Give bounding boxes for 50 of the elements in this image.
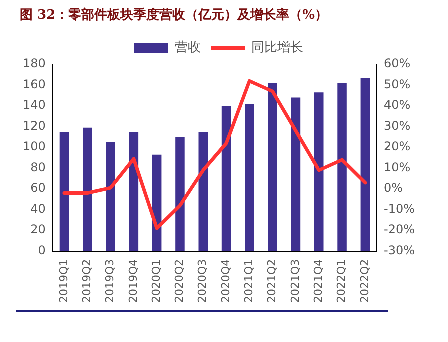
bar [245, 104, 254, 252]
y2-tick-label: 0% [384, 181, 404, 196]
y-tick-label: 180 [23, 56, 46, 71]
bar [268, 83, 278, 252]
y2-tick-label: 30% [384, 118, 411, 133]
bar [291, 98, 301, 252]
x-tick-label: 2021Q1 [242, 259, 256, 304]
x-tick-label: 2020Q4 [219, 259, 232, 304]
y-tick-label: 120 [23, 118, 46, 133]
y2-tick-label: -10% [384, 202, 416, 216]
x-tick-label: 2021Q3 [288, 259, 302, 304]
y2-tick-label: 50% [384, 77, 411, 92]
y-tick-label: 40 [30, 202, 46, 216]
bar [129, 132, 139, 252]
y2-tick-label: -20% [384, 222, 416, 237]
bar [338, 83, 347, 252]
y2-tick-label: -30% [384, 243, 416, 258]
y2-tick-label: 40% [384, 98, 411, 112]
y-tick-label: 100 [23, 140, 46, 154]
y2-tick-label: 10% [384, 160, 411, 174]
bar [360, 78, 370, 252]
y2-tick-label: 20% [384, 140, 411, 154]
y2-tick-label: 60% [384, 56, 411, 71]
bar [176, 137, 185, 252]
x-tick-label: 2020Q3 [196, 259, 210, 304]
bar [222, 106, 232, 252]
x-tick-label: 2022Q2 [358, 259, 372, 304]
bar [198, 132, 208, 252]
y-tick-label: 0 [38, 243, 46, 258]
x-tick-label: 2021Q2 [266, 259, 279, 304]
chart-title: 图 32：零部件板块季度营收（亿元）及增长率（%） [20, 7, 328, 24]
x-tick-label: 2021Q4 [312, 259, 325, 304]
x-tick-label: 2020Q1 [150, 259, 163, 304]
x-tick-label: 2019Q1 [57, 259, 70, 304]
bar [83, 128, 92, 252]
y-tick-label: 80 [30, 160, 46, 174]
x-tick-label: 2019Q3 [104, 259, 117, 304]
bar [314, 92, 324, 252]
y-tick-label: 60 [30, 181, 46, 196]
bar [106, 142, 116, 252]
y-tick-label: 160 [23, 77, 46, 92]
x-tick-label: 2020Q2 [173, 259, 186, 304]
y-tick-label: 140 [23, 98, 46, 112]
x-tick-label: 2019Q4 [126, 259, 140, 304]
y-tick-label: 20 [30, 222, 46, 237]
legend-label: 营收 [175, 40, 201, 56]
legend-label: 同比增长 [252, 40, 304, 56]
x-tick-label: 2019Q2 [80, 259, 94, 304]
bar [60, 132, 70, 252]
x-tick-label: 2022Q1 [335, 259, 348, 304]
